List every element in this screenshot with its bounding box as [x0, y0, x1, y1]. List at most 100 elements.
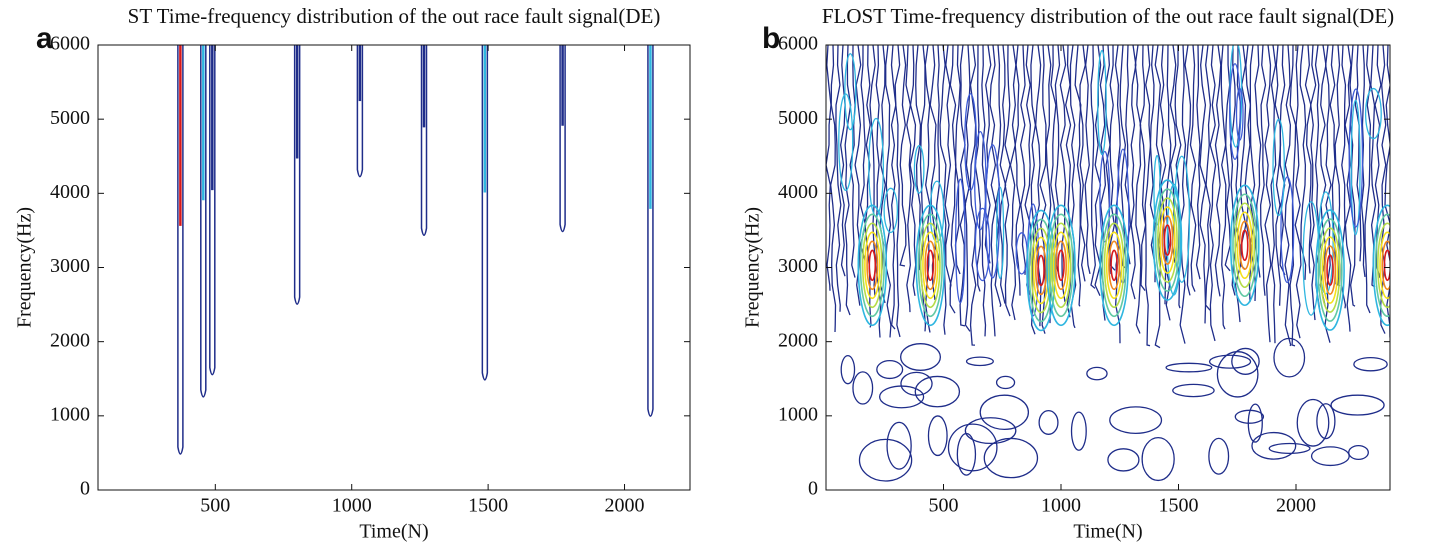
background-blob [979, 394, 1030, 431]
background-contour [1014, 45, 1021, 296]
background-blob [1086, 366, 1108, 381]
background-blob [1173, 155, 1191, 283]
background-blob [974, 131, 987, 231]
background-blob [1273, 337, 1306, 378]
background-contour [949, 45, 957, 314]
background-contour [849, 45, 856, 278]
x-tick-label: 1000 [332, 495, 372, 517]
background-blob [1038, 409, 1059, 435]
chart-title: FLOST Time-frequency distribution of the… [822, 4, 1394, 28]
background-blob [1247, 403, 1263, 443]
hot-spot [868, 249, 877, 282]
background-contour [1139, 45, 1147, 291]
background-blob [1107, 448, 1140, 472]
background-contour [1084, 45, 1091, 275]
background-contour [894, 45, 901, 338]
background-blob [1353, 356, 1388, 372]
hot-spot-ring [1157, 197, 1178, 283]
plot-area [177, 45, 654, 455]
contour-spike [559, 45, 566, 233]
background-contour [1344, 45, 1352, 332]
hot-spot-ring [1035, 245, 1048, 296]
background-contour [1059, 45, 1067, 303]
background-blob [1348, 444, 1369, 461]
background-contour [854, 45, 862, 306]
hot-spot [1240, 229, 1249, 262]
hot-spot-ring [1379, 231, 1390, 300]
panel-label: a [36, 22, 53, 55]
background-blob [883, 187, 899, 234]
background-contour [1380, 45, 1387, 334]
hot-spot [1037, 254, 1045, 287]
hot-spot-ring [1048, 213, 1074, 318]
background-blob [1296, 398, 1330, 447]
hot-spot-ring [861, 222, 883, 309]
background-blob [899, 343, 942, 371]
background-contour [1284, 45, 1292, 347]
x-tick-label: 1500 [1159, 495, 1199, 517]
background-contour [1319, 45, 1327, 307]
y-tick-label: 2000 [50, 329, 90, 351]
background-contour [1384, 45, 1390, 338]
background-blob [1234, 409, 1265, 424]
background-blob [913, 145, 925, 194]
background-contour [1354, 45, 1362, 262]
background-blob [1216, 351, 1259, 398]
hot-spot [926, 249, 935, 282]
hot-spot-ring [1154, 188, 1181, 292]
panel-label: b [762, 22, 780, 55]
background-contour [839, 45, 846, 277]
hot-spot-ring [864, 231, 881, 300]
background-blob [1235, 87, 1244, 141]
background-contour [1289, 45, 1297, 347]
background-contour [1220, 45, 1227, 330]
contour-spike [420, 45, 428, 236]
background-blob [1099, 150, 1111, 243]
background-blob [929, 180, 945, 243]
background-blob [947, 423, 998, 472]
background-blob [1109, 406, 1163, 435]
contour-spike [293, 45, 301, 305]
contour-spike [356, 45, 364, 178]
background-blob [914, 375, 961, 408]
background-blob [1165, 362, 1213, 373]
background-contour [1209, 45, 1217, 342]
background-blob [858, 438, 913, 482]
y-tick-label: 5000 [50, 107, 90, 129]
y-tick-label: 4000 [778, 181, 818, 203]
background-contour [890, 45, 897, 330]
hot-spot-ring [1229, 184, 1260, 307]
background-contour [1254, 45, 1262, 278]
background-contour [905, 45, 912, 313]
background-contour [1299, 45, 1307, 280]
background-contour [1124, 45, 1132, 265]
background-contour [1009, 45, 1017, 321]
y-axis-label: Frequency(Hz) [742, 207, 764, 328]
hot-spot-ring [922, 231, 939, 300]
background-contour [1204, 45, 1212, 311]
background-contour [899, 45, 907, 267]
background-contour [959, 45, 967, 327]
hot-spot-ring [857, 204, 888, 327]
hot-spot-ring [1026, 209, 1056, 332]
hot-spot-ring [924, 240, 937, 291]
background-blob [1208, 354, 1252, 369]
background-blob [900, 371, 933, 396]
background-blob [1272, 118, 1285, 217]
background-blob [1330, 394, 1385, 416]
background-contour [1054, 45, 1061, 280]
background-contour [1259, 45, 1267, 296]
hot-spot-ring [1232, 193, 1258, 298]
x-tick-label: 2000 [605, 495, 645, 517]
contour-spike [647, 45, 654, 417]
hot-spot-ring [1103, 222, 1125, 309]
background-blob [1251, 431, 1297, 460]
background-contour [1304, 45, 1312, 274]
background-contour [1270, 45, 1277, 344]
background-blob [1310, 446, 1350, 467]
x-tick-label: 2000 [1276, 495, 1316, 517]
hot-spot-ring [1374, 213, 1390, 318]
background-blob [964, 417, 1017, 445]
background-blob [1172, 383, 1215, 398]
